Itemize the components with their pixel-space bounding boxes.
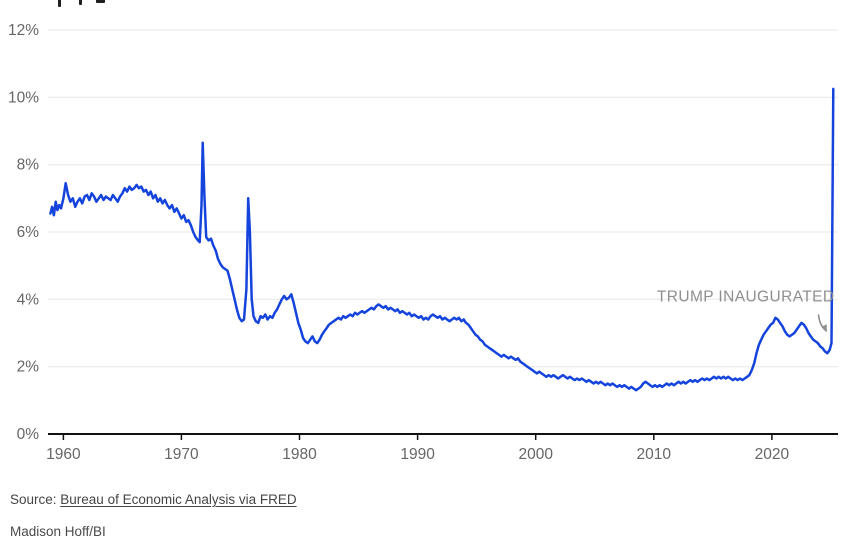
- annotation-arrowhead-icon: [821, 324, 827, 332]
- x-axis-tick-label: 2010: [637, 446, 672, 463]
- y-axis-tick-label: 2%: [17, 359, 40, 376]
- credit-line: Madison Hoff/BI: [10, 524, 106, 539]
- data-line: [49, 87, 835, 392]
- annotation-text: TRUMP INAUGURATED: [657, 289, 835, 306]
- y-axis-tick-label: 12%: [8, 22, 39, 39]
- clipped-title-mark: [58, 0, 61, 7]
- x-axis-tick-label: 1960: [46, 446, 81, 463]
- source-line: Source: Bureau of Economic Analysis via …: [10, 492, 297, 507]
- x-axis-tick-label: 1990: [400, 446, 435, 463]
- y-axis-tick-label: 10%: [8, 89, 39, 106]
- y-axis-tick-label: 4%: [17, 291, 40, 308]
- x-axis-tick-label: 1980: [282, 446, 317, 463]
- source-link[interactable]: Bureau of Economic Analysis via FRED: [60, 492, 297, 507]
- x-axis-tick-label: 1970: [164, 446, 199, 463]
- y-axis-tick-label: 0%: [17, 426, 40, 443]
- y-axis-tick-label: 8%: [17, 157, 40, 174]
- clipped-title-mark: [79, 0, 82, 5]
- x-axis-tick-label: 2020: [755, 446, 790, 463]
- line-chart: 0% 2% 4% 6% 8% 10% 12% 1960 1970 1980 1990 2000 2010…: [8, 22, 838, 463]
- clipped-title-mark: [96, 0, 105, 3]
- x-axis-tick-label: 2000: [518, 446, 553, 463]
- source-prefix: Source:: [10, 492, 61, 507]
- y-axis-tick-label: 6%: [17, 224, 40, 241]
